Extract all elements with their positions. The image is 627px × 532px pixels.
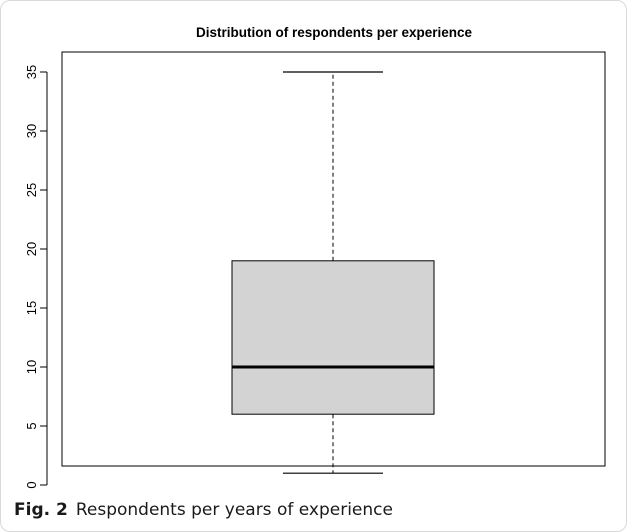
y-tick-label: 25 [24, 183, 39, 197]
y-tick-label: 20 [24, 242, 39, 256]
figure-caption-text: Respondents per years of experience [75, 500, 393, 520]
y-tick-label: 5 [24, 422, 39, 429]
figure-label: Fig. 2 [14, 500, 68, 520]
y-tick-label: 30 [24, 124, 39, 138]
chart-title: Distribution of respondents per experien… [196, 25, 473, 40]
y-axis-ticks: 0 5 10 15 20 25 30 35 [24, 65, 47, 489]
y-tick-label: 15 [24, 301, 39, 315]
figure-caption: Fig. 2 Respondents per years of experienc… [14, 500, 393, 520]
y-tick-label: 10 [24, 360, 39, 374]
boxplot-chart: Distribution of respondents per experien… [24, 25, 606, 489]
y-tick-label: 0 [24, 481, 39, 488]
interquartile-box [231, 260, 435, 415]
y-tick-label: 35 [24, 65, 39, 79]
